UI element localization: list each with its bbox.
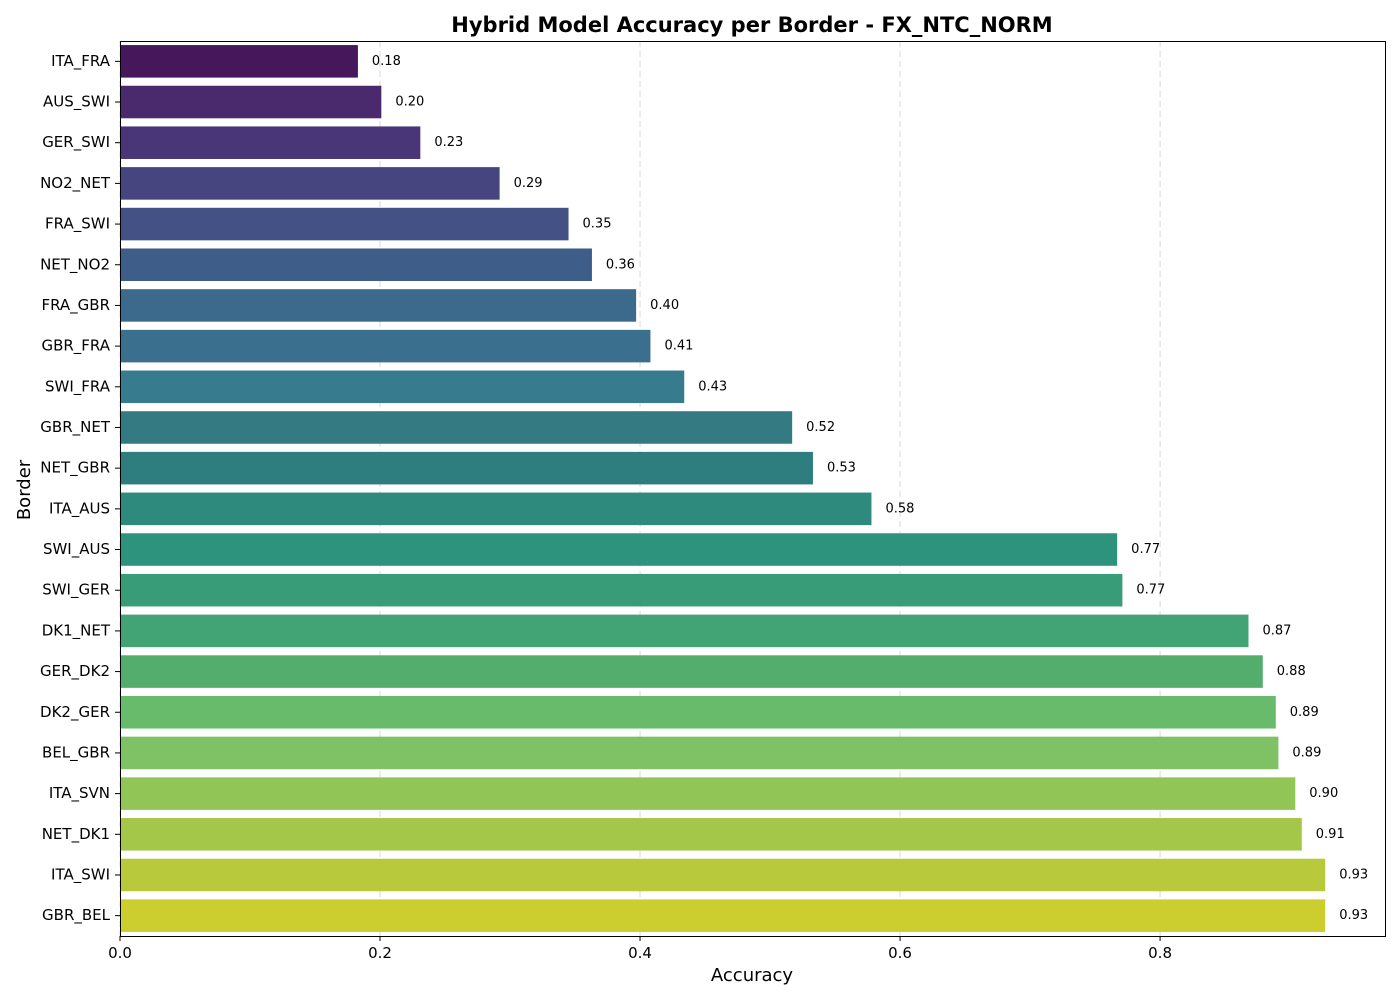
- value-label-ita-aus: 0.58: [885, 501, 914, 516]
- value-label-swi-ger: 0.77: [1136, 583, 1165, 598]
- y-tick-label-gbr-bel: GBR_BEL: [42, 906, 111, 925]
- value-label-ita-swi: 0.93: [1339, 867, 1368, 882]
- bar-swi-fra: [120, 370, 685, 404]
- y-tick-label-fra-gbr: FRA_GBR: [41, 296, 110, 315]
- value-label-gbr-bel: 0.93: [1339, 908, 1368, 923]
- y-tick-label-net-no2: NET_NO2: [40, 255, 110, 274]
- bar-swi-ger: [120, 573, 1123, 607]
- y-tick-label-gbr-fra: GBR_FRA: [41, 337, 110, 356]
- value-label-swi-aus: 0.77: [1131, 542, 1160, 557]
- y-tick-label-dk1-net: DK1_NET: [42, 621, 111, 640]
- bar-gbr-net: [120, 411, 793, 444]
- y-tick-label-ger-dk2: GER_DK2: [40, 662, 110, 681]
- value-label-dk2-ger: 0.89: [1290, 705, 1319, 720]
- value-label-ita-svn: 0.90: [1309, 786, 1338, 801]
- y-tick-label-ita-svn: ITA_SVN: [49, 784, 110, 803]
- y-tick-label-swi-aus: SWI_AUS: [43, 540, 110, 559]
- bar-bel-gbr: [120, 736, 1279, 770]
- y-tick-label-aus-swi: AUS_SWI: [43, 93, 110, 112]
- y-tick-label-bel-gbr: BEL_GBR: [42, 743, 110, 762]
- y-tick-label-fra-swi: FRA_SWI: [45, 215, 110, 234]
- x-tick-label-0: 0.0: [108, 944, 132, 962]
- bar-ita-aus: [120, 492, 872, 526]
- bars: [120, 45, 1326, 932]
- value-label-aus-swi: 0.20: [395, 95, 424, 110]
- value-label-ita-fra: 0.18: [372, 54, 401, 69]
- bar-no2-net: [120, 167, 500, 200]
- y-tick-label-ita-fra: ITA_FRA: [51, 52, 111, 71]
- bar-dk2-ger: [120, 695, 1276, 729]
- value-label-fra-gbr: 0.40: [650, 298, 679, 313]
- value-label-net-dk1: 0.91: [1316, 827, 1345, 842]
- bar-dk1-net: [120, 614, 1249, 648]
- y-tick-label-swi-fra: SWI_FRA: [45, 377, 111, 396]
- value-label-net-no2: 0.36: [606, 257, 635, 272]
- value-label-fra-swi: 0.35: [583, 217, 612, 232]
- y-axis: ITA_FRA AUS_SWI GER_SWI NO2_NET FRA_SWI NET_N…: [40, 52, 120, 925]
- x-axis: 0.0 0.2 0.4 0.6 0.8: [108, 936, 1172, 962]
- value-label-swi-fra: 0.43: [698, 379, 727, 394]
- y-tick-label-swi-ger: SWI_GER: [42, 581, 110, 600]
- value-label-gbr-net: 0.52: [806, 420, 835, 435]
- bar-net-no2: [120, 248, 592, 282]
- x-tick-label-2: 0.4: [628, 944, 652, 962]
- chart-title: Hybrid Model Accuracy per Border - FX_NT…: [451, 13, 1052, 37]
- bar-net-dk1: [120, 818, 1302, 851]
- y-tick-label-net-gbr: NET_GBR: [40, 459, 110, 478]
- bar-ger-dk2: [120, 655, 1263, 688]
- y-tick-label-ita-aus: ITA_AUS: [49, 499, 110, 518]
- y-tick-label-dk2-ger: DK2_GER: [40, 703, 110, 722]
- y-tick-label-ita-swi: ITA_SWI: [51, 865, 110, 884]
- value-label-no2-net: 0.29: [514, 176, 543, 191]
- x-tick-label-3: 0.6: [888, 944, 912, 962]
- bar-aus-swi: [120, 85, 382, 119]
- bar-gbr-fra: [120, 329, 651, 363]
- value-label-ger-swi: 0.23: [434, 135, 463, 150]
- x-axis-title: Accuracy: [711, 965, 794, 986]
- bar-swi-aus: [120, 533, 1118, 566]
- value-label-ger-dk2: 0.88: [1277, 664, 1306, 679]
- bar-gbr-bel: [120, 899, 1326, 932]
- bar-fra-swi: [120, 207, 569, 241]
- bar-ita-swi: [120, 858, 1326, 892]
- y-axis-title: Border: [14, 459, 35, 520]
- bar-ita-fra: [120, 45, 358, 78]
- x-tick-label-1: 0.2: [368, 944, 392, 962]
- y-tick-label-gbr-net: GBR_NET: [40, 418, 111, 437]
- y-tick-label-ger-swi: GER_SWI: [42, 133, 110, 152]
- bar-fra-gbr: [120, 289, 637, 322]
- bar-net-gbr: [120, 451, 813, 485]
- value-label-net-gbr: 0.53: [827, 461, 856, 476]
- value-label-bel-gbr: 0.89: [1292, 745, 1321, 760]
- value-label-dk1-net: 0.87: [1262, 623, 1291, 638]
- plot-frame: [120, 41, 1386, 937]
- y-tick-label-no2-net: NO2_NET: [40, 174, 111, 193]
- x-tick-label-4: 0.8: [1148, 944, 1172, 962]
- bar-ita-svn: [120, 777, 1296, 810]
- y-tick-label-net-dk1: NET_DK1: [42, 825, 110, 844]
- bar-ger-swi: [120, 126, 421, 159]
- value-label-gbr-fra: 0.41: [664, 339, 693, 354]
- data-labels: 0.18 0.20 0.23 0.29 0.35 0.36 0.40 0.41 0.43 0.52…: [372, 54, 1368, 923]
